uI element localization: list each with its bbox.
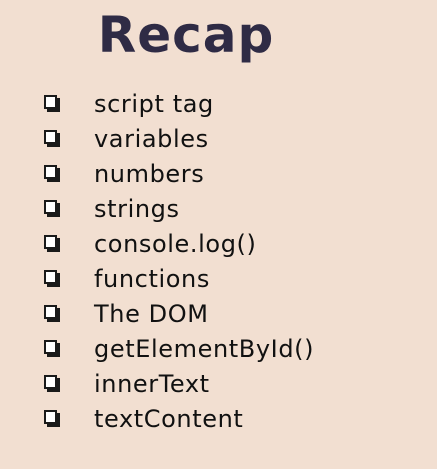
checkbox-icon [44,269,60,288]
checklist-item-label: variables [94,124,209,153]
checkbox-icon [44,374,60,393]
checkbox-icon [44,129,60,148]
checklist-item: console.log() [44,226,314,261]
checklist-item-label: The DOM [94,299,209,328]
checkbox-icon [44,339,60,358]
checklist-item-label: functions [94,264,210,293]
checklist-item-label: script tag [94,89,214,118]
checkbox-icon [44,234,60,253]
checklist-item: script tag [44,86,314,121]
checklist-item: textContent [44,401,314,436]
checklist-item-label: console.log() [94,229,257,258]
checklist-item: The DOM [44,296,314,331]
checkbox-icon [44,94,60,113]
checklist-item: getElementById() [44,331,314,366]
checklist-item: numbers [44,156,314,191]
recap-checklist: script tag variables numbers strings con… [44,86,314,436]
checklist-item-label: innerText [94,369,210,398]
checklist-item: functions [44,261,314,296]
checkbox-icon [44,409,60,428]
checklist-item: innerText [44,366,314,401]
checkbox-icon [44,304,60,323]
slide-title: Recap [97,6,275,64]
checklist-item-label: numbers [94,159,205,188]
checkbox-icon [44,164,60,183]
checklist-item: strings [44,191,314,226]
checklist-item-label: strings [94,194,180,223]
checkbox-icon [44,199,60,218]
checklist-item-label: textContent [94,404,244,433]
checklist-item: variables [44,121,314,156]
checklist-item-label: getElementById() [94,334,315,363]
